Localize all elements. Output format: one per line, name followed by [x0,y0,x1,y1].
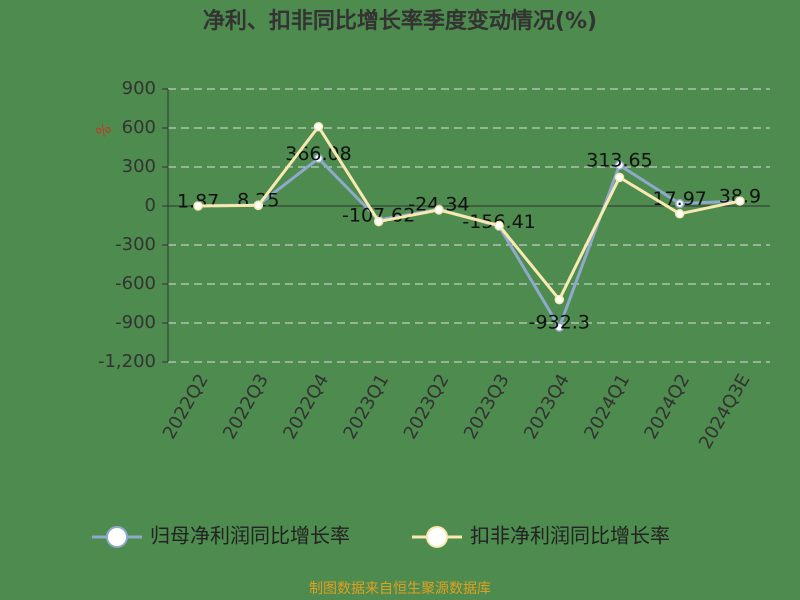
y-tick-label: 600 [122,117,156,138]
data-label: 313.65 [586,150,652,172]
y-unit: % [92,119,114,142]
y-tick-label: 900 [122,78,156,99]
x-tick-label: 2022Q3 [219,371,273,443]
y-tick-label: -600 [115,273,156,294]
data-label: -107.62 [342,204,415,226]
series-line [198,156,740,331]
series-line [198,124,741,303]
data-point [735,196,745,206]
data-point [253,200,264,211]
data-point [554,294,565,305]
legend-marker [106,526,128,548]
x-tick-label: 2022Q4 [279,371,333,443]
data-point [674,198,685,209]
data-label: 17.97 [652,188,706,210]
x-tick-label: 2023Q4 [520,371,574,443]
y-tick-label: 0 [145,195,156,216]
data-point [494,220,504,231]
data-point [434,205,444,215]
y-tick-label: -300 [115,234,156,255]
data-label: -24.34 [408,194,469,216]
x-tick-label: 2023Q2 [400,371,454,443]
x-tick-label: 2024Q1 [580,371,634,443]
y-tick-label: -1,200 [98,351,156,372]
chart-title: 净利、扣非同比增长率季度变动情况(%) [203,8,597,34]
data-point [373,216,384,227]
data-point [193,201,203,211]
data-point [554,322,565,332]
legend-label: 归母净利润同比增长率 [150,524,350,548]
legend-label: 扣非净利润同比增长率 [470,524,670,548]
data-point [313,121,324,132]
x-tick-label: 2024Q2 [640,371,694,443]
data-point [313,153,324,164]
data-point [614,160,625,170]
legend-marker [426,526,448,548]
data-point [674,209,685,219]
x-tick-label: 2023Q1 [339,371,393,443]
x-tick-label: 2022Q2 [159,371,213,443]
y-tick-label: 300 [122,156,156,177]
x-tick-label: 2023Q3 [460,370,514,442]
x-tick-label: 2024Q3E [695,371,755,453]
y-tick-label: -900 [115,312,156,333]
source-note: 制图数据来自恒生聚源数据库 [309,581,491,597]
data-point [614,172,625,183]
data-label: -932.3 [529,312,590,334]
